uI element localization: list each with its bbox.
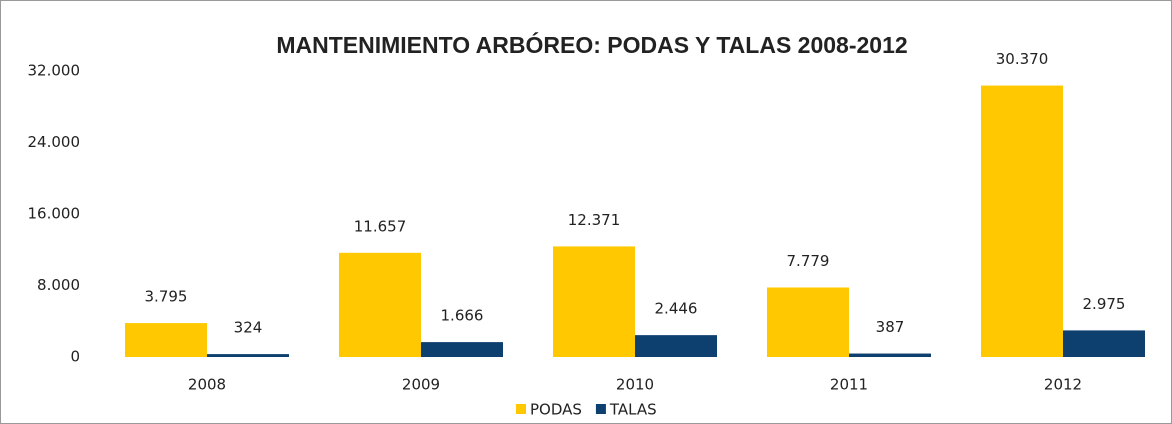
x-tick-label: 2010 (616, 376, 654, 394)
value-label: 7.779 (787, 252, 830, 270)
value-label: 30.370 (996, 50, 1049, 68)
bar (767, 287, 849, 357)
x-tick-label: 2008 (188, 376, 226, 394)
bar (125, 323, 207, 357)
value-label: 3.795 (145, 288, 188, 306)
value-label: 1.666 (441, 307, 484, 325)
chart-title: MANTENIMIENTO ARBÓREO: PODAS Y TALAS 200… (276, 31, 907, 58)
y-tick-label: 32.000 (28, 62, 81, 80)
y-tick-label: 8.000 (37, 276, 80, 294)
legend-swatch (595, 404, 606, 414)
x-tick-label: 2012 (1044, 376, 1082, 394)
value-label: 2.446 (655, 300, 698, 318)
bar (1063, 330, 1145, 357)
legend-label: TALAS (609, 401, 657, 419)
value-label: 12.371 (568, 211, 621, 229)
y-tick-label: 24.000 (28, 133, 81, 151)
y-tick-label: 0 (70, 348, 80, 366)
bar (981, 85, 1063, 358)
value-label: 324 (234, 319, 263, 337)
legend-label: PODAS (530, 401, 582, 419)
legend-swatch (516, 404, 526, 414)
value-label: 387 (876, 318, 905, 336)
value-label: 2.975 (1083, 295, 1126, 313)
bar (553, 246, 635, 357)
x-tick-label: 2011 (830, 376, 868, 394)
x-tick-label: 2009 (402, 376, 440, 394)
bar (339, 252, 421, 357)
bar (421, 342, 503, 357)
bar (849, 353, 931, 357)
y-tick-label: 16.000 (28, 205, 81, 223)
bar (635, 335, 717, 357)
value-label: 11.657 (354, 217, 407, 235)
bar (207, 354, 289, 357)
